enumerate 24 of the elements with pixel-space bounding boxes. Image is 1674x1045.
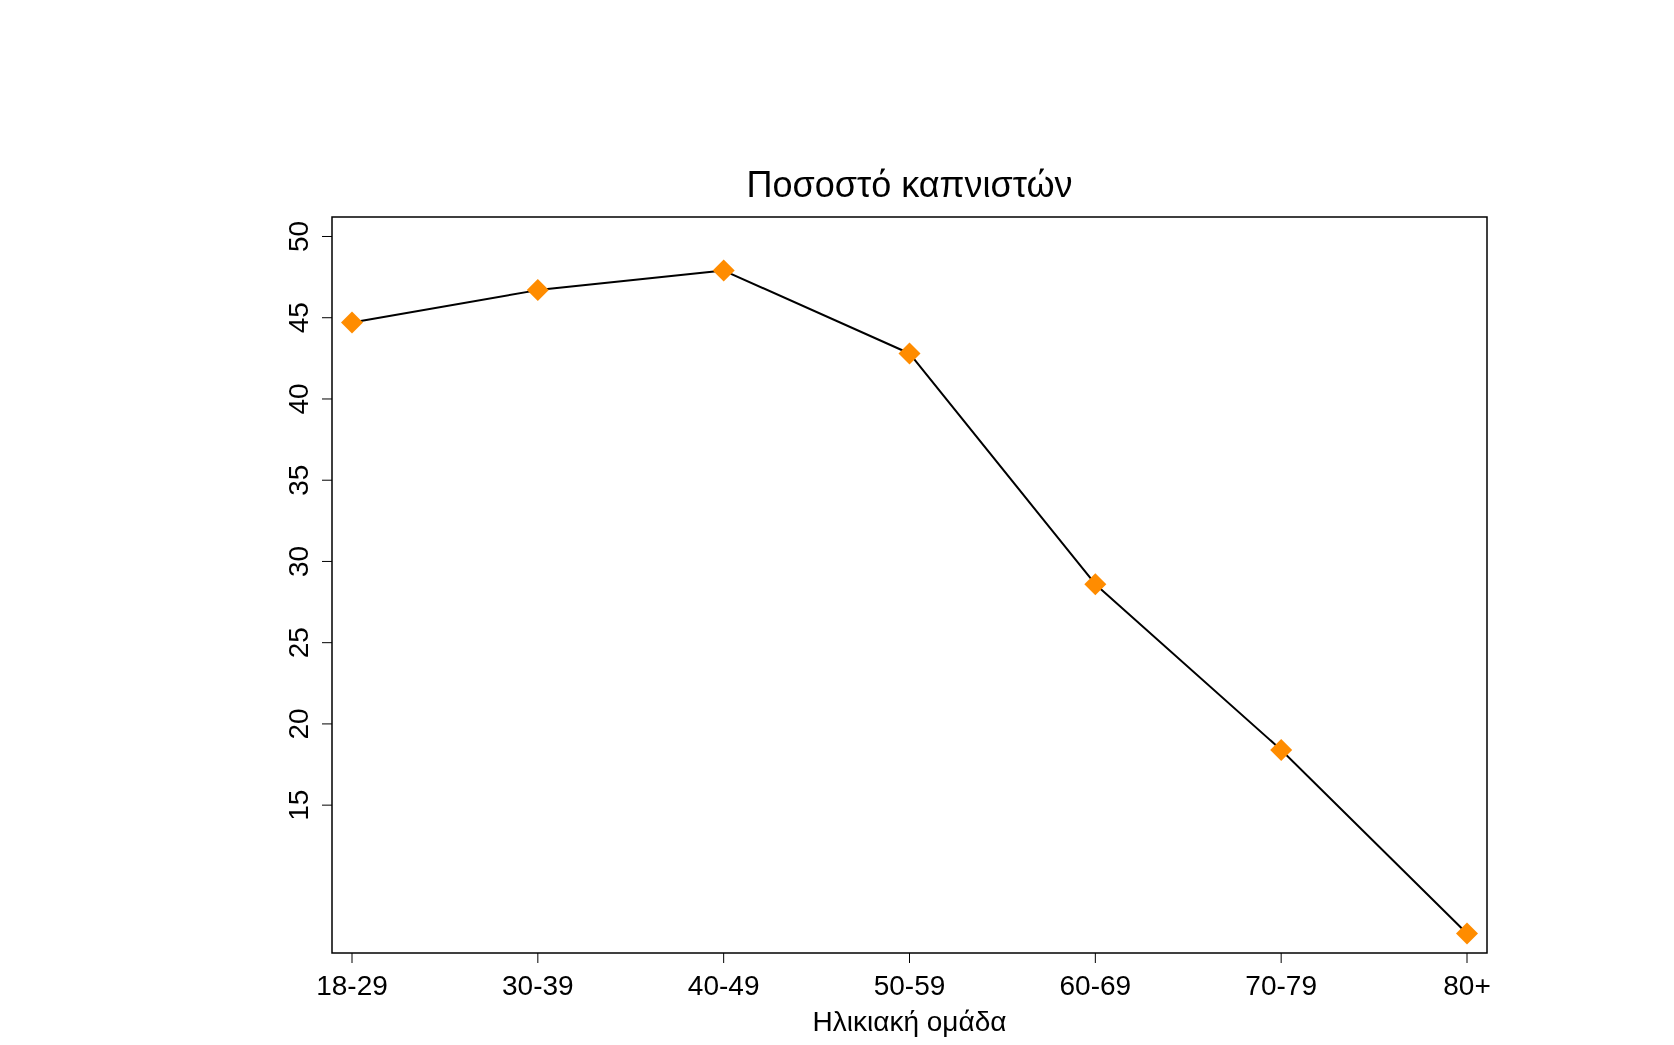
y-tick-label: 15 — [283, 789, 314, 821]
point — [1084, 573, 1107, 596]
y-tick-label: 50 — [283, 220, 314, 253]
y-tick-label: 40 — [283, 383, 314, 415]
point — [898, 342, 921, 365]
x-tick-label: 60-69 — [1059, 970, 1132, 1001]
y-tick-label: 20 — [283, 708, 314, 740]
y-tick-label: 35 — [283, 464, 314, 496]
chart-title: Ποσοστό καπνιστών — [746, 164, 1073, 205]
x-tick-label: 18-29 — [316, 970, 388, 1001]
point — [1270, 738, 1293, 761]
point — [341, 311, 363, 334]
y-tick-label: 25 — [283, 627, 314, 659]
point — [526, 279, 549, 302]
y-tick-label: 30 — [283, 545, 314, 578]
x-axis-title: Ηλικιακή ομάδα — [812, 1006, 1007, 1037]
x-tick-label: 30-39 — [502, 970, 574, 1001]
point — [1456, 922, 1478, 945]
y-tick-label: 45 — [283, 302, 314, 334]
x-tick-label: 80+ — [1443, 970, 1491, 1001]
x-tick-label: 70-79 — [1245, 970, 1317, 1001]
x-tick-label: 40-49 — [687, 970, 760, 1001]
point — [712, 259, 735, 282]
x-tick-label: 50-59 — [873, 970, 946, 1001]
